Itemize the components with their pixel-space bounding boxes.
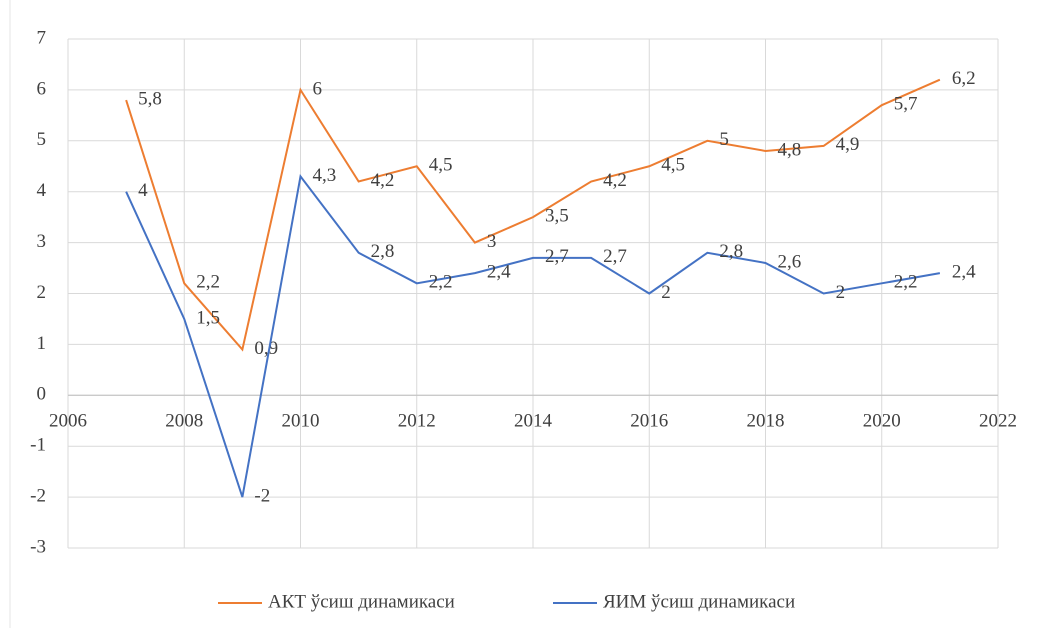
data-label: 2 [661,282,671,303]
data-label: 6,2 [952,68,976,89]
data-label: 2,6 [778,251,802,272]
x-tick-label: 2012 [398,411,436,432]
x-tick-label: 2008 [165,411,203,432]
data-label: 2,8 [719,241,743,262]
legend-label: ЯИМ ўсиш динамикаси [603,591,795,612]
data-label: 2,4 [487,261,511,282]
data-label: 5,7 [894,94,918,115]
y-tick-label: 0 [37,384,47,405]
data-label: 4,8 [778,139,802,160]
data-label: 2,7 [603,246,627,267]
y-tick-label: 6 [37,78,47,99]
data-label: 6 [313,78,323,99]
data-label: 2,2 [894,272,918,293]
x-tick-label: 2020 [863,411,901,432]
data-label: 3 [487,231,497,252]
data-label: 2,2 [196,272,220,293]
x-tick-label: 2006 [49,411,87,432]
data-label: 2,2 [429,272,453,293]
data-label: -2 [254,485,270,506]
y-tick-label: 1 [37,333,47,354]
y-tick-label: 7 [37,27,47,48]
data-label: 1,5 [196,307,220,328]
y-tick-label: 2 [37,282,47,303]
y-tick-label: -2 [30,485,46,506]
y-tick-label: 3 [37,231,47,252]
data-label: 4,2 [371,170,395,191]
data-label: 2,7 [545,246,569,267]
legend-label: АКТ ўсиш динамикаси [268,591,455,612]
data-label: 4,5 [429,155,453,176]
data-label: 5 [719,129,729,150]
data-label: 5,8 [138,88,162,109]
line-series [125,78,941,352]
data-label: 4,3 [313,165,337,186]
x-tick-label: 2010 [282,411,320,432]
line-series [125,174,941,498]
data-label: 4,9 [836,134,860,155]
x-tick-label: 2016 [630,411,668,432]
x-tick-label: 2018 [747,411,785,432]
data-label: 4,2 [603,170,627,191]
y-tick-label: 4 [37,180,47,201]
y-tick-label: -1 [30,435,46,456]
data-label: 3,5 [545,206,569,227]
y-tick-label: -3 [30,536,46,557]
y-tick-label: 5 [37,129,47,150]
data-label: 2 [836,282,846,303]
data-label: 4,5 [661,155,685,176]
data-label: 2,4 [952,261,976,282]
data-label: 2,8 [371,241,395,262]
data-label: 0,9 [254,338,278,359]
data-label: 4 [138,180,148,201]
x-tick-label: 2014 [514,411,553,432]
x-tick-label: 2022 [979,411,1017,432]
